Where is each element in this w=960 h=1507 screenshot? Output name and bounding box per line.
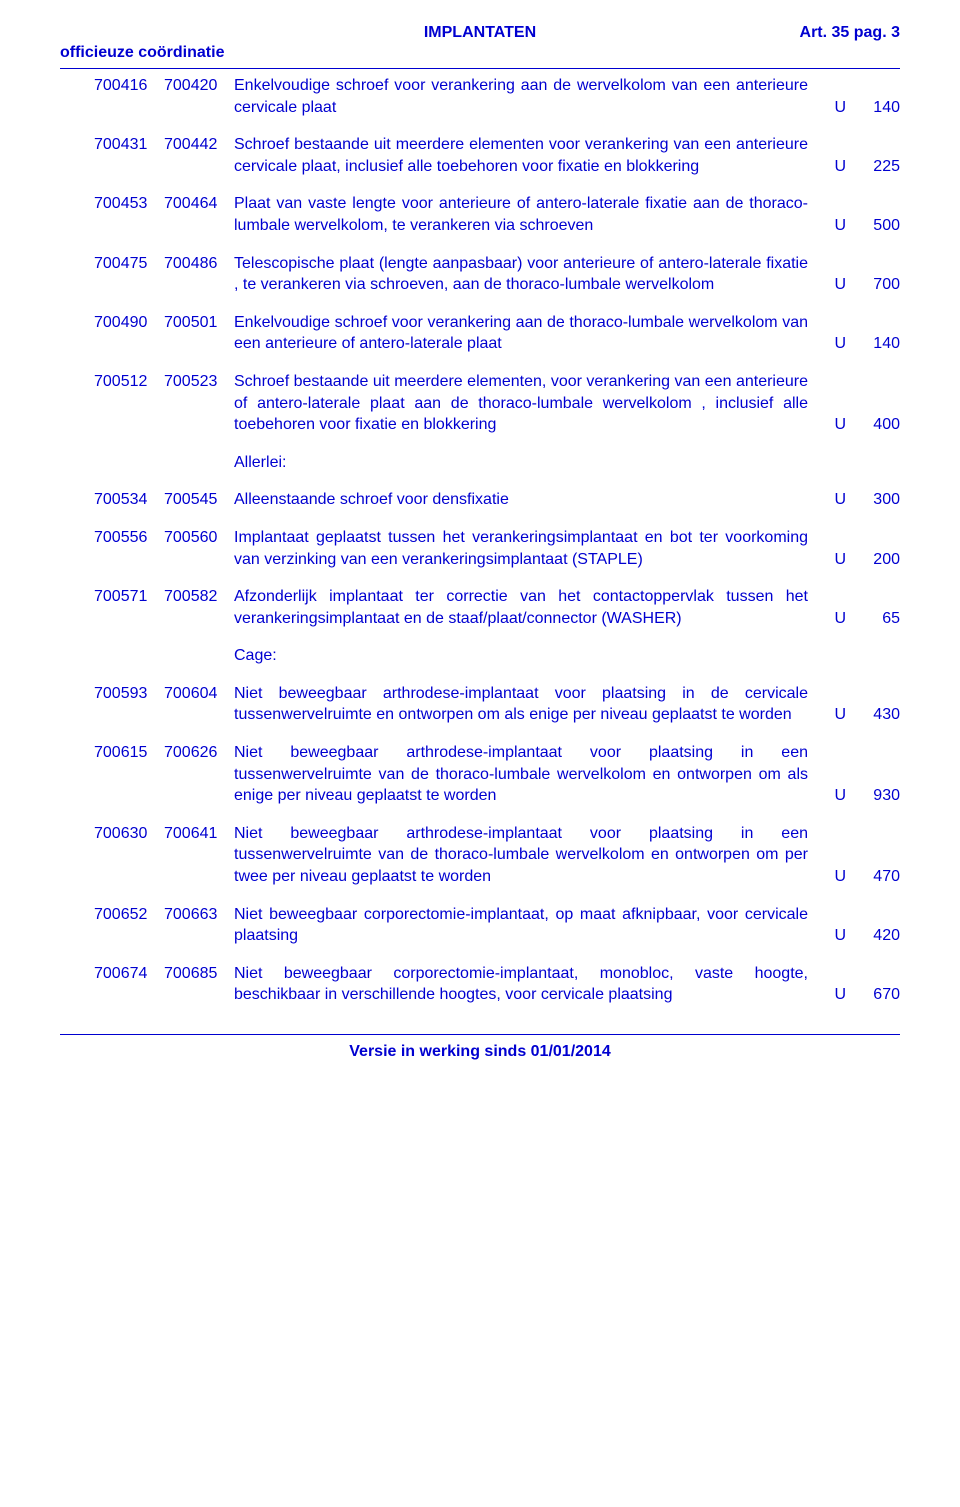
code-secondary: 700560 bbox=[164, 527, 234, 549]
code-primary: 700431 bbox=[94, 134, 164, 156]
code-primary: 700556 bbox=[94, 527, 164, 549]
section-cage: Cage: bbox=[94, 645, 900, 667]
code-primary: 700593 bbox=[94, 683, 164, 705]
value: 470 bbox=[846, 866, 900, 888]
unit: U bbox=[820, 215, 846, 237]
value: 500 bbox=[846, 215, 900, 237]
header-page-ref: Art. 35 pag. 3 bbox=[620, 24, 900, 42]
value: 225 bbox=[846, 156, 900, 178]
code-primary: 700416 bbox=[94, 75, 164, 97]
value: 930 bbox=[846, 785, 900, 807]
table-row: 700453700464Plaat van vaste lengte voor … bbox=[94, 193, 900, 236]
section-allerlei: Allerlei: bbox=[94, 452, 900, 474]
description: Niet beweegbaar arthrodese-implantaat vo… bbox=[234, 683, 820, 726]
value: 200 bbox=[846, 549, 900, 571]
table-row: 700512700523Schroef bestaande uit meerde… bbox=[94, 371, 900, 436]
description: Schroef bestaande uit meerdere elementen… bbox=[234, 371, 820, 436]
header-divider bbox=[60, 68, 900, 69]
content-body: 700416700420Enkelvoudige schroef voor ve… bbox=[60, 75, 900, 1006]
code-primary: 700512 bbox=[94, 371, 164, 393]
section-label-text: Allerlei: bbox=[234, 452, 820, 474]
code-secondary: 700626 bbox=[164, 742, 234, 764]
code-primary: 700475 bbox=[94, 253, 164, 275]
table-row: 700593700604Niet beweegbaar arthrodese-i… bbox=[94, 683, 900, 726]
code-secondary: 700685 bbox=[164, 963, 234, 985]
value: 300 bbox=[846, 489, 900, 511]
code-secondary: 700501 bbox=[164, 312, 234, 334]
code-secondary: 700545 bbox=[164, 489, 234, 511]
value: 140 bbox=[846, 333, 900, 355]
table-row: 700490700501Enkelvoudige schroef voor ve… bbox=[94, 312, 900, 355]
code-primary: 700490 bbox=[94, 312, 164, 334]
page-header: officieuze coördinatie IMPLANTATEN Art. … bbox=[60, 24, 900, 62]
description: Niet beweegbaar corporectomie-implantaat… bbox=[234, 963, 820, 1006]
table-row: 700571700582Afzonderlijk implantaat ter … bbox=[94, 586, 900, 629]
unit: U bbox=[820, 414, 846, 436]
description: Plaat van vaste lengte voor anterieure o… bbox=[234, 193, 820, 236]
description: Enkelvoudige schroef voor verankering aa… bbox=[234, 312, 820, 355]
description: Telescopische plaat (lengte aanpasbaar) … bbox=[234, 253, 820, 296]
table-row: 700556700560Implantaat geplaatst tussen … bbox=[94, 527, 900, 570]
table-row: 700630700641Niet beweegbaar arthrodese-i… bbox=[94, 823, 900, 888]
table-row: 700416700420Enkelvoudige schroef voor ve… bbox=[94, 75, 900, 118]
value: 430 bbox=[846, 704, 900, 726]
code-secondary: 700442 bbox=[164, 134, 234, 156]
value: 670 bbox=[846, 984, 900, 1006]
header-title: IMPLANTATEN bbox=[340, 24, 620, 42]
description: Schroef bestaande uit meerdere elementen… bbox=[234, 134, 820, 177]
code-primary: 700674 bbox=[94, 963, 164, 985]
code-secondary: 700604 bbox=[164, 683, 234, 705]
code-secondary: 700523 bbox=[164, 371, 234, 393]
code-secondary: 700641 bbox=[164, 823, 234, 845]
table-row: 700674700685Niet beweegbaar corporectomi… bbox=[94, 963, 900, 1006]
table-row: 700431700442Schroef bestaande uit meerde… bbox=[94, 134, 900, 177]
unit: U bbox=[820, 608, 846, 630]
table-row: 700475700486Telescopische plaat (lengte … bbox=[94, 253, 900, 296]
description: Niet beweegbaar arthrodese-implantaat vo… bbox=[234, 823, 820, 888]
unit: U bbox=[820, 925, 846, 947]
unit: U bbox=[820, 333, 846, 355]
description: Alleenstaande schroef voor densfixatie bbox=[234, 489, 820, 511]
footer-text: Versie in werking sinds 01/01/2014 bbox=[60, 1043, 900, 1061]
footer-divider bbox=[60, 1034, 900, 1035]
code-secondary: 700582 bbox=[164, 586, 234, 608]
code-primary: 700615 bbox=[94, 742, 164, 764]
unit: U bbox=[820, 785, 846, 807]
description: Afzonderlijk implantaat ter correctie va… bbox=[234, 586, 820, 629]
code-primary: 700571 bbox=[94, 586, 164, 608]
code-secondary: 700420 bbox=[164, 75, 234, 97]
value: 420 bbox=[846, 925, 900, 947]
code-primary: 700630 bbox=[94, 823, 164, 845]
value: 65 bbox=[846, 608, 900, 630]
code-primary: 700453 bbox=[94, 193, 164, 215]
value: 140 bbox=[846, 97, 900, 119]
unit: U bbox=[820, 97, 846, 119]
unit: U bbox=[820, 866, 846, 888]
table-row: 700652700663Niet beweegbaar corporectomi… bbox=[94, 904, 900, 947]
description: Implantaat geplaatst tussen het veranker… bbox=[234, 527, 820, 570]
unit: U bbox=[820, 984, 846, 1006]
value: 700 bbox=[846, 274, 900, 296]
description: Niet beweegbaar corporectomie-implantaat… bbox=[234, 904, 820, 947]
code-primary: 700534 bbox=[94, 489, 164, 511]
description: Enkelvoudige schroef voor verankering aa… bbox=[234, 75, 820, 118]
code-secondary: 700464 bbox=[164, 193, 234, 215]
description: Niet beweegbaar arthrodese-implantaat vo… bbox=[234, 742, 820, 807]
code-secondary: 700486 bbox=[164, 253, 234, 275]
section-label-text: Cage: bbox=[234, 645, 820, 667]
unit: U bbox=[820, 274, 846, 296]
unit: U bbox=[820, 156, 846, 178]
value: 400 bbox=[846, 414, 900, 436]
unit: U bbox=[820, 549, 846, 571]
unit: U bbox=[820, 704, 846, 726]
header-subtitle: officieuze coördinatie bbox=[60, 24, 340, 62]
code-secondary: 700663 bbox=[164, 904, 234, 926]
table-row: 700534700545Alleenstaande schroef voor d… bbox=[94, 489, 900, 511]
unit: U bbox=[820, 489, 846, 511]
code-primary: 700652 bbox=[94, 904, 164, 926]
table-row: 700615700626Niet beweegbaar arthrodese-i… bbox=[94, 742, 900, 807]
